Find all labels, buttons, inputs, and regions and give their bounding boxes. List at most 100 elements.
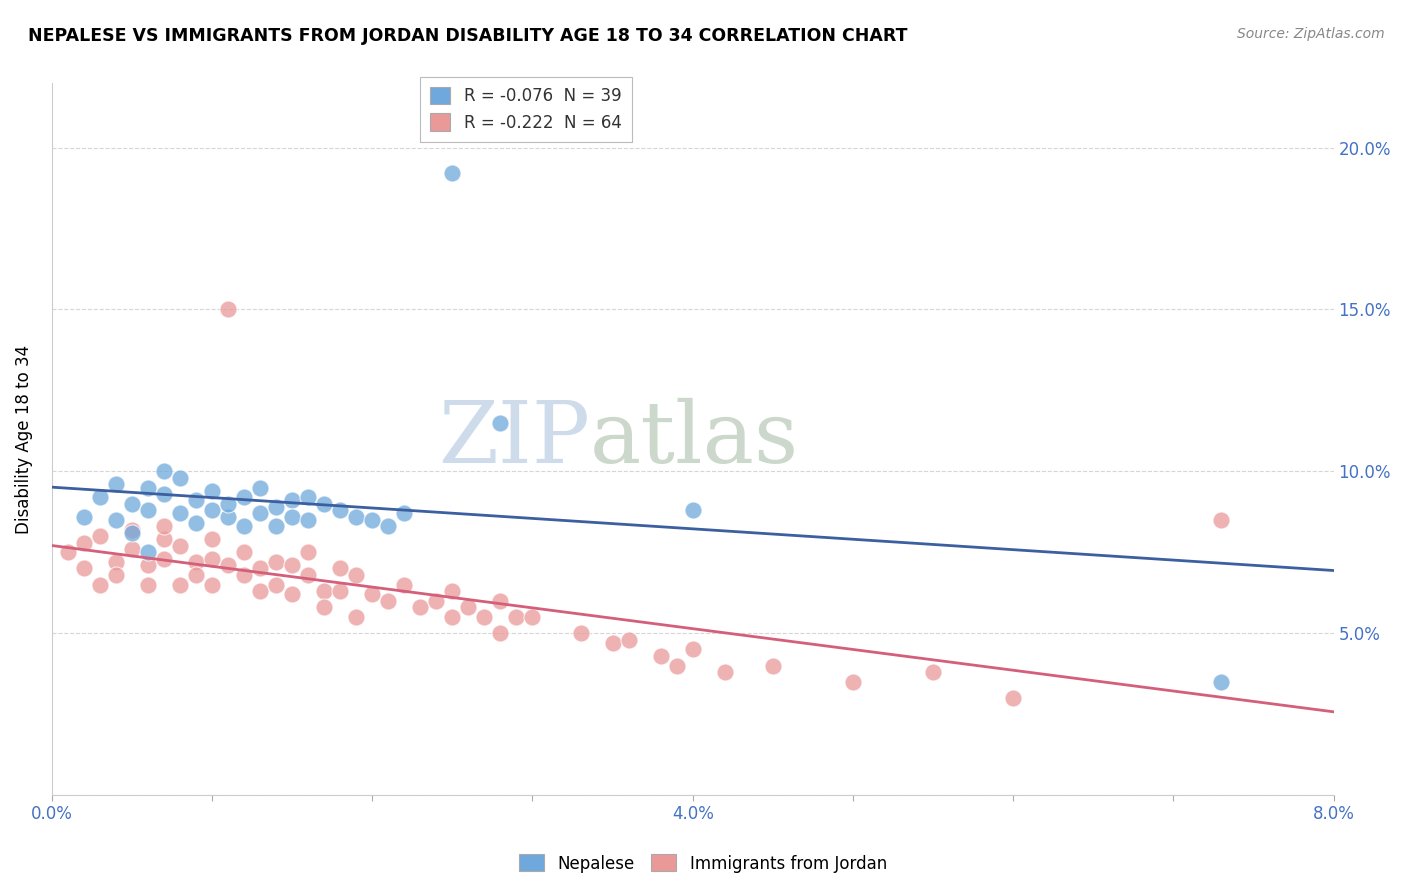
Point (329, 503, 352, 517)
Point (650, 648, 672, 663)
Point (264, 555, 287, 569)
Point (297, 490, 319, 504)
Point (344, 568, 367, 582)
Point (489, 416, 512, 430)
Point (217, 302, 239, 317)
Point (1002, 690, 1025, 705)
Legend: Nepalese, Immigrants from Jordan: Nepalese, Immigrants from Jordan (512, 847, 894, 880)
Point (104, 568, 127, 582)
Point (233, 519, 256, 533)
Point (249, 481, 271, 495)
Point (73, 535, 96, 549)
Point (233, 490, 256, 504)
Point (713, 665, 735, 679)
Point (136, 577, 159, 591)
Text: NEPALESE VS IMMIGRANTS FROM JORDAN DISABILITY AGE 18 TO 34 CORRELATION CHART: NEPALESE VS IMMIGRANTS FROM JORDAN DISAB… (28, 27, 908, 45)
Point (184, 493, 207, 508)
Point (409, 600, 432, 615)
Point (104, 477, 127, 491)
Point (169, 507, 191, 521)
Point (297, 513, 319, 527)
Point (665, 658, 688, 673)
Point (217, 497, 239, 511)
Point (474, 610, 496, 624)
Point (1211, 513, 1233, 527)
Point (233, 568, 256, 582)
Point (169, 471, 191, 485)
Text: Source: ZipAtlas.com: Source: ZipAtlas.com (1237, 27, 1385, 41)
Point (617, 632, 640, 647)
Point (344, 610, 367, 624)
Point (104, 555, 127, 569)
Point (682, 642, 704, 657)
Point (281, 558, 304, 573)
Point (201, 551, 224, 566)
Point (264, 519, 287, 533)
Point (56, 545, 79, 559)
Point (153, 551, 176, 566)
Point (233, 545, 256, 559)
Text: atlas: atlas (591, 397, 799, 481)
Point (377, 594, 399, 608)
Point (153, 487, 176, 501)
Point (249, 507, 271, 521)
Point (73, 509, 96, 524)
Point (153, 464, 176, 478)
Point (297, 545, 319, 559)
Point (89, 577, 111, 591)
Point (489, 626, 512, 640)
Point (441, 584, 464, 599)
Point (217, 558, 239, 573)
Point (201, 503, 224, 517)
Point (1211, 674, 1233, 689)
Point (201, 483, 224, 498)
Legend: R = -0.076  N = 39, R = -0.222  N = 64: R = -0.076 N = 39, R = -0.222 N = 64 (420, 77, 631, 142)
Point (569, 626, 592, 640)
Point (314, 497, 336, 511)
Text: ZIP: ZIP (439, 397, 591, 481)
Point (361, 587, 384, 601)
Point (314, 584, 336, 599)
Point (441, 166, 464, 180)
Point (201, 533, 224, 547)
Point (394, 577, 416, 591)
Point (136, 558, 159, 573)
Point (489, 594, 512, 608)
Point (394, 507, 416, 521)
Point (602, 636, 624, 650)
Point (73, 561, 96, 575)
Point (217, 509, 239, 524)
Point (89, 490, 111, 504)
Point (153, 533, 176, 547)
Point (314, 600, 336, 615)
Point (153, 519, 176, 533)
Point (329, 561, 352, 575)
Point (104, 513, 127, 527)
Point (297, 568, 319, 582)
Point (762, 658, 785, 673)
Point (121, 541, 143, 556)
Point (441, 610, 464, 624)
Point (264, 577, 287, 591)
Point (249, 584, 271, 599)
Point (121, 525, 143, 540)
Point (264, 500, 287, 514)
Point (201, 577, 224, 591)
Point (425, 594, 447, 608)
Point (121, 523, 143, 537)
Point (136, 481, 159, 495)
Point (121, 497, 143, 511)
Y-axis label: Disability Age 18 to 34: Disability Age 18 to 34 (15, 344, 32, 533)
Point (249, 561, 271, 575)
Point (184, 555, 207, 569)
Point (457, 600, 479, 615)
Point (922, 665, 945, 679)
Point (89, 529, 111, 543)
Point (281, 587, 304, 601)
Point (361, 513, 384, 527)
Point (682, 503, 704, 517)
Point (169, 577, 191, 591)
Point (169, 539, 191, 553)
Point (329, 584, 352, 599)
Point (281, 493, 304, 508)
